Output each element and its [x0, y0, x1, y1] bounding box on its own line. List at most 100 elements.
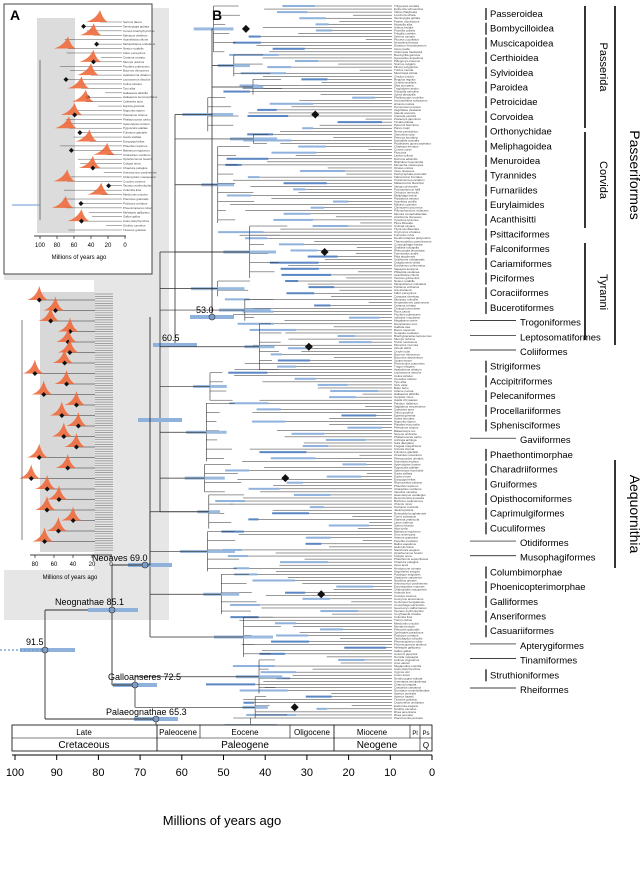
epoch-pleistocene: Ps — [422, 731, 429, 737]
tip-label: Aptenodytes forsteri — [394, 462, 421, 466]
mid-tree — [19, 286, 113, 551]
ci-bar — [326, 475, 362, 478]
inset-tip-label: Apaloderma vittatum — [123, 73, 151, 77]
tip-label: Nestor notabilis — [394, 279, 415, 283]
ci-bar — [252, 579, 296, 582]
clade-label: Bucerotiformes — [490, 303, 554, 314]
tip-label: Steatornis caripensis — [394, 575, 422, 579]
tip-label: Egretta garzetta — [394, 413, 416, 417]
tip-label: Crotophaga sulcirostris — [394, 603, 425, 607]
neognathae-node — [108, 606, 116, 614]
ci-bar — [277, 365, 297, 368]
tip-label: Parus major — [394, 126, 410, 130]
tip-label: Centropus bengalensis — [394, 600, 425, 604]
ci-bar — [338, 658, 365, 661]
tip-label: Irena puella — [394, 47, 410, 51]
palaeognathae-label: Palaeognathae 65.3 — [106, 707, 187, 717]
ci-bar — [341, 414, 377, 417]
fossil-calibration-marker — [241, 24, 250, 33]
tip-label: Tachybaptus ruficollis — [394, 637, 423, 641]
main-axis-title: Millions of years ago — [163, 813, 282, 828]
mid-tree-axis-title: Millions of years ago — [43, 575, 98, 581]
tip-label: Prunella collaris — [394, 28, 416, 32]
ci-bar — [283, 212, 311, 215]
inset-tip-label: Pelecanus crispus — [123, 113, 148, 117]
tip-label: Struthio camelus — [394, 707, 417, 711]
tip-label: Pitta angolensis — [394, 255, 416, 259]
ci-bar — [308, 286, 335, 289]
tip-label: Anseranas semipalmata — [394, 679, 427, 683]
tip-label: Brachypteracias leptosomus — [394, 334, 432, 338]
ci-bar — [338, 341, 372, 344]
root-age-label: 91.5 — [26, 637, 44, 647]
main-axis-tick-label: 100 — [6, 767, 24, 779]
inset-tip-label: Chaetura pelagica — [123, 166, 148, 170]
main-axis-tick-label: 60 — [176, 767, 188, 779]
inset-tip-label: Merops nubicus — [123, 60, 145, 64]
tip-label: Nipponia nippon — [394, 420, 416, 424]
tip-label: Phaethornis superciliosus — [394, 557, 429, 561]
tip-label: Chaetura pelagica — [394, 560, 419, 564]
inset-tick-label: 40 — [88, 243, 95, 249]
tip-label: Alca torda — [394, 527, 408, 531]
tip-label: Meliphaga lewinii — [394, 193, 417, 197]
tip-label: Acanthisitta chloris — [394, 273, 420, 277]
tip-label: Megapodius eremita — [394, 664, 422, 668]
inset-tip-label: Chlamydotis macqueenii — [123, 175, 156, 179]
ci-bar — [293, 493, 331, 496]
tip-label: Conopophaga lineata — [394, 242, 423, 246]
ci-bar — [337, 121, 382, 124]
inset-a-frame — [3, 3, 153, 275]
inset-tip-label: Colius striatus — [123, 82, 142, 86]
mid-age-density — [64, 433, 86, 447]
tip-label: Muscicapa striata — [394, 71, 418, 75]
tip-label: Cathartes aura — [394, 407, 414, 411]
tip-label: Bucorvus abyssinicus — [394, 355, 423, 359]
tip-label: Ptilogonys cinereus — [394, 59, 421, 63]
mid-tick-label: 40 — [70, 562, 77, 568]
tip-label: Megalaima virens — [394, 319, 418, 323]
fossil-calibration-marker — [290, 703, 299, 712]
inset-tip-label: Gavia stellata — [123, 135, 142, 139]
ci-bar — [269, 261, 319, 264]
galloanseres-node — [131, 681, 139, 689]
inset-tip-label: Haliaeetus albicilla — [123, 91, 148, 95]
tip-label: Pelecanoides urinatrix — [394, 456, 424, 460]
neoaves-label: Neoaves 69.0 — [92, 553, 148, 563]
clade-label: Eurylaimides — [490, 200, 545, 211]
inset-tip-label: Antrostomus carolinensis — [123, 170, 157, 174]
inset-age-density — [87, 182, 110, 195]
tip-label: Rhea americana — [394, 710, 416, 714]
inset-tick-label: 20 — [105, 243, 112, 249]
tip-label: Dendrocygna viduata — [394, 676, 423, 680]
tip-label: Tityra semifasciata — [394, 227, 419, 231]
mid-age-density — [51, 422, 73, 437]
ci-bar — [290, 249, 318, 252]
clade-label: Phoenicopterimorphae — [490, 582, 586, 593]
main-axis-tick-label: 20 — [342, 767, 354, 779]
clade-labels: Passeroidea Bombycilloidea Muscicapoidea Ce… — [470, 8, 601, 696]
tip-label: Dendrocolaptes platyrostris — [394, 236, 431, 240]
inset-tip-label: Tyto alba — [123, 86, 136, 90]
group-corvida: Corvida — [597, 161, 609, 200]
inset-age-density — [71, 89, 94, 102]
inset-tip-label: Cuculus canorus — [123, 179, 146, 183]
tip-label: Charadrius vociferus — [394, 487, 422, 491]
inset-age-density — [54, 116, 77, 129]
tip-label: Phoenicopterus ruber — [394, 640, 423, 644]
inset-age-density — [79, 23, 102, 36]
tip-label: Passer domesticus — [394, 19, 420, 23]
ci-bar — [248, 518, 259, 521]
tip-label: Gavia stellata — [394, 472, 413, 476]
tip-label: Accipiter nisus — [394, 395, 414, 399]
tip-label: Menura novaehollandiae — [394, 212, 427, 216]
tip-label: Calypte anna — [394, 554, 412, 558]
clade-label: Columbimorphae — [490, 567, 562, 578]
fossil-calibration-marker — [281, 474, 290, 483]
tip-label: Fregata magnificens — [394, 444, 422, 448]
ci-bar — [248, 487, 280, 490]
tip-label: Leptosomus discolor — [394, 371, 422, 375]
ci-bar — [285, 591, 306, 594]
tip-label: Opisthocomus hoazin — [394, 551, 423, 555]
